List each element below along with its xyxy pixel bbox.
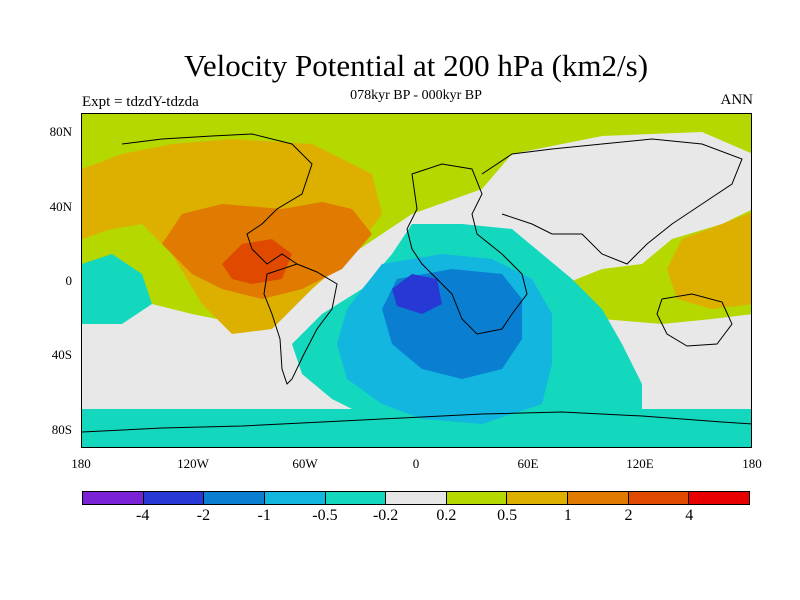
colorbar-label: 0.5	[497, 507, 518, 524]
colorbar-swatch	[83, 492, 144, 504]
map-subtitle: 078kyr BP - 000kyr BP	[350, 88, 482, 103]
colorbar-swatch	[507, 492, 569, 504]
north-america-outline	[121, 133, 313, 265]
contour-0.5-region-pacific	[667, 212, 751, 309]
colorbar-label: -0.5	[312, 507, 338, 524]
antarctica-outline	[82, 411, 751, 433]
experiment-label: Expt = tdzdY-tdzda	[82, 94, 199, 110]
lat-tick-80n: 80N	[49, 124, 72, 139]
lon-tick-180w: 180	[71, 456, 91, 471]
lat-tick-80s: 80S	[51, 422, 72, 437]
lon-tick-180e: 180	[742, 456, 762, 471]
coastlines	[82, 133, 751, 433]
australia-outline	[656, 293, 733, 347]
colorbar-label: -0.2	[372, 507, 399, 524]
contour-neg-0.2-region-pacific	[82, 254, 152, 324]
contour-2-region	[222, 239, 292, 284]
lon-tick-120w: 120W	[177, 456, 209, 471]
colorbar	[82, 491, 750, 505]
colorbar-swatch	[325, 492, 387, 504]
colorbar-swatch	[386, 492, 447, 504]
colorbar-label: -1	[257, 507, 271, 524]
colorbar-label: 0.2	[436, 507, 457, 524]
lon-tick-60e: 60E	[517, 456, 539, 471]
colorbar-swatch	[204, 492, 265, 504]
asia-outline	[481, 138, 743, 265]
colorbar-label: -2	[196, 507, 211, 524]
lon-tick-60w: 60W	[292, 456, 318, 471]
colorbar-swatch	[568, 492, 629, 504]
lat-tick-40s: 40S	[51, 347, 72, 362]
map-panel	[81, 113, 752, 448]
colorbar-label: 1	[563, 507, 572, 524]
lon-tick-0: 0	[412, 456, 420, 471]
lon-tick-120e: 120E	[626, 456, 654, 471]
colorbar-label: -4	[136, 507, 150, 524]
map-title: Velocity Potential at 200 hPa (km2/s)	[183, 48, 649, 83]
colorbar-swatch	[264, 492, 326, 504]
south-america-outline	[263, 263, 338, 385]
velocity-potential-map	[82, 114, 751, 447]
lat-tick-0: 0	[65, 273, 73, 288]
colorbar-swatch	[689, 492, 750, 504]
colorbar-swatch	[446, 492, 508, 504]
season-label: ANN	[720, 92, 754, 108]
europe-africa-outline	[406, 163, 528, 335]
colorbar-swatch	[143, 492, 205, 504]
lat-tick-40n: 40N	[49, 199, 72, 214]
colorbar-label: 4	[685, 507, 694, 524]
colorbar-label: 2	[624, 507, 633, 524]
colorbar-swatch	[628, 492, 690, 504]
contour-neg-2-region	[392, 274, 442, 314]
